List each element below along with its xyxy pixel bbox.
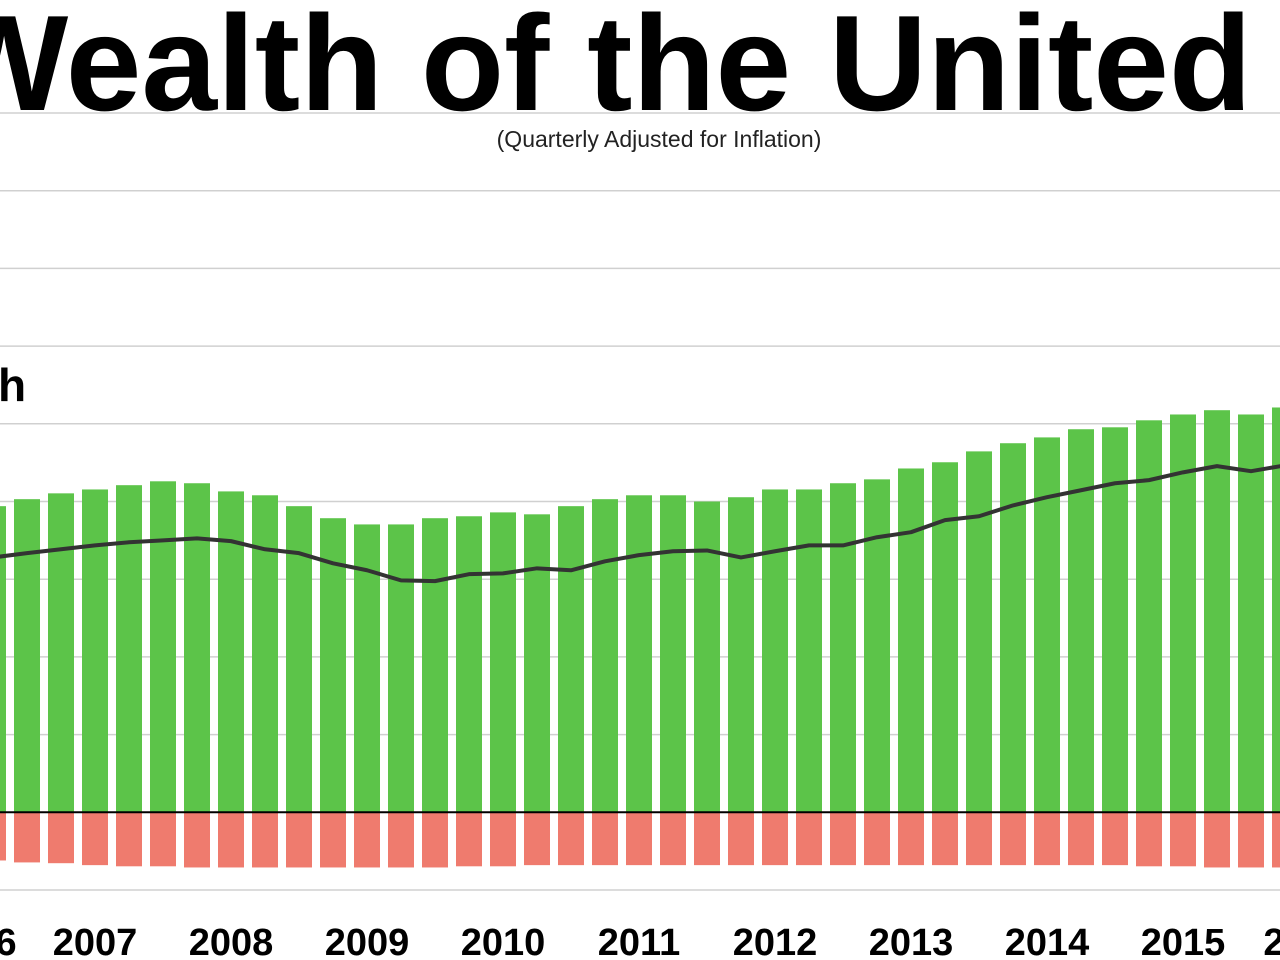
bar — [1238, 812, 1264, 868]
x-tick-label: 2007 — [53, 922, 138, 960]
bar — [422, 518, 448, 813]
x-tick-label: 2012 — [733, 922, 818, 960]
bar — [48, 493, 74, 813]
bar — [932, 812, 958, 866]
x-tick-label: 2009 — [325, 922, 410, 960]
bar — [184, 812, 210, 868]
bar — [218, 812, 244, 868]
x-tick-label: 2013 — [869, 922, 954, 960]
bar — [558, 812, 584, 866]
bar — [116, 812, 142, 867]
x-tick-label: 2015 — [1141, 922, 1226, 960]
bar — [626, 495, 652, 813]
bar — [0, 812, 6, 861]
bar — [14, 812, 40, 863]
bar — [864, 479, 890, 813]
bar — [728, 497, 754, 813]
chart-title: Wealth of the United — [0, 0, 1252, 139]
bar — [558, 506, 584, 813]
bar — [898, 468, 924, 813]
bar — [1170, 414, 1196, 813]
bar — [286, 812, 312, 868]
bar — [762, 489, 788, 813]
annotation: h — [0, 359, 26, 411]
x-tick-label: 2014 — [1005, 922, 1090, 960]
x-tick-label: 2010 — [461, 922, 546, 960]
bar — [1136, 812, 1162, 867]
bar — [354, 812, 380, 868]
bar — [456, 812, 482, 867]
x-tick-label: 2011 — [598, 922, 680, 960]
bar — [1272, 812, 1280, 868]
bar — [694, 501, 720, 813]
bar — [490, 512, 516, 813]
bar — [694, 812, 720, 866]
bar — [660, 495, 686, 813]
x-tick-label: 2008 — [189, 922, 274, 960]
bar — [1136, 420, 1162, 813]
line — [0, 464, 1280, 584]
chart-subtitle: (Quarterly Adjusted for Inflation) — [497, 126, 822, 152]
bar — [1204, 812, 1230, 868]
bar — [830, 812, 856, 866]
bar — [0, 506, 6, 813]
bar — [388, 812, 414, 868]
bar — [48, 812, 74, 864]
bar — [1170, 812, 1196, 867]
bar — [864, 812, 890, 866]
bar — [796, 812, 822, 866]
bar — [966, 451, 992, 813]
bar — [796, 489, 822, 813]
bar — [728, 812, 754, 866]
bar — [660, 812, 686, 866]
bar — [762, 812, 788, 866]
bar — [966, 812, 992, 866]
bar — [524, 514, 550, 813]
bar — [150, 812, 176, 867]
bar — [252, 812, 278, 868]
bar — [1272, 407, 1280, 813]
bar — [1204, 410, 1230, 813]
bar — [1238, 414, 1264, 813]
bar — [320, 812, 346, 868]
bar — [184, 483, 210, 813]
bar — [422, 812, 448, 868]
bar — [82, 489, 108, 813]
bar — [592, 499, 618, 813]
bar — [1034, 812, 1060, 866]
bar — [490, 812, 516, 867]
bar — [320, 518, 346, 813]
x-tick-label: 6 — [0, 922, 17, 960]
bar — [82, 812, 108, 866]
bar — [1000, 443, 1026, 813]
x-tick-label: 2 — [1263, 922, 1280, 960]
bar — [1102, 812, 1128, 866]
bar — [592, 812, 618, 866]
bar — [252, 495, 278, 813]
bar — [1068, 812, 1094, 866]
bar — [626, 812, 652, 866]
bar — [932, 462, 958, 813]
bar — [14, 499, 40, 813]
bar — [388, 524, 414, 813]
bar — [830, 483, 856, 813]
bar — [456, 516, 482, 813]
bar — [524, 812, 550, 866]
bar — [1102, 427, 1128, 813]
bar — [150, 481, 176, 813]
bar — [898, 812, 924, 866]
bar — [116, 485, 142, 813]
bar — [1000, 812, 1026, 866]
